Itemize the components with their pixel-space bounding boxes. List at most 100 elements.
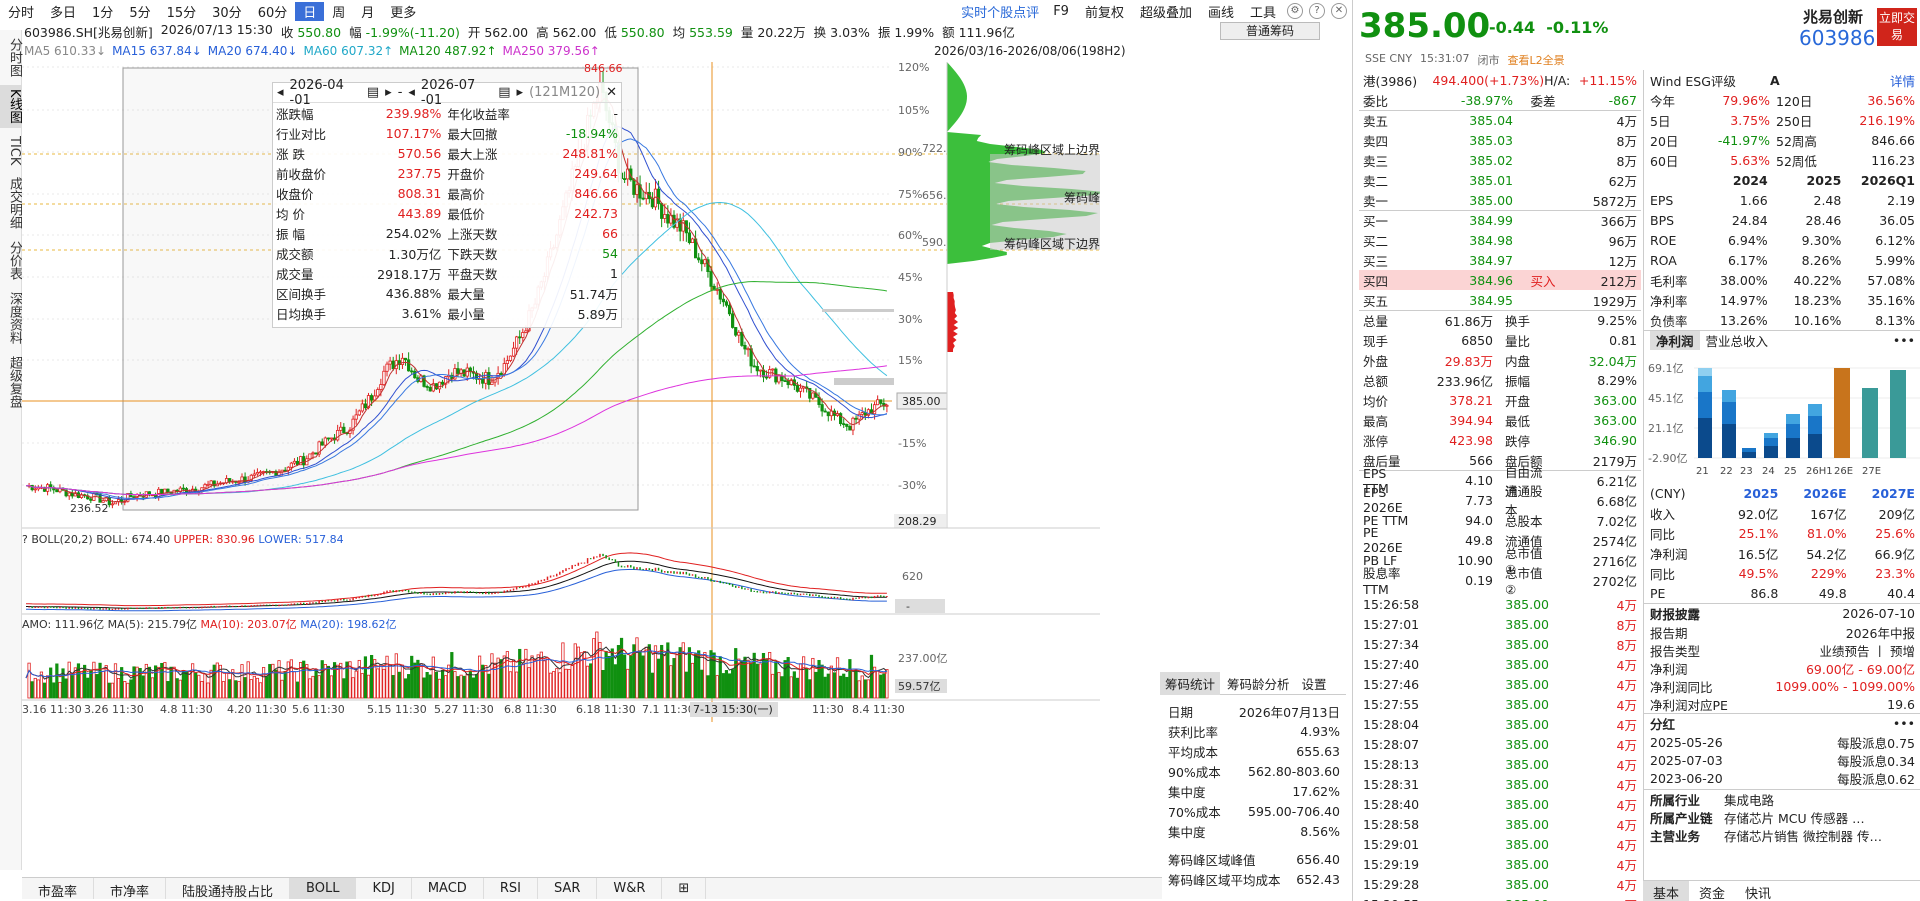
more-icon[interactable]: ••• (1892, 333, 1915, 348)
profit-bar (1808, 416, 1822, 434)
volume-bar (808, 679, 812, 699)
volume-bar (749, 662, 753, 699)
close-icon[interactable]: ✕ (606, 85, 617, 100)
period-tab[interactable]: 日 (295, 1, 325, 21)
close-icon[interactable]: ✕ (1331, 3, 1347, 19)
indicator-tab[interactable]: KDJ (356, 878, 412, 899)
period-tab[interactable]: 多日 (50, 5, 77, 21)
view-tab[interactable]: TICK (7, 135, 22, 165)
view-tab[interactable]: 成交明细 (7, 176, 22, 229)
ratio-header: 2024 2025 2026Q1 (1732, 172, 1916, 188)
candle (286, 466, 290, 471)
volume-bar (113, 663, 118, 699)
volume-bar (252, 675, 256, 699)
report-row: 报告期 2026年中报 (1650, 625, 1915, 641)
ratio-row: EPS 1.66 2.48 2.19 (1650, 192, 1916, 208)
period-tab[interactable]: 分时 (8, 5, 35, 21)
candle (623, 178, 627, 180)
more-icon[interactable]: ••• (1892, 716, 1915, 731)
orderbook-row[interactable]: 买三 384.97 12万 (1363, 252, 1637, 269)
candle (786, 380, 790, 386)
period-tab[interactable]: 月 (361, 5, 375, 21)
info-tab[interactable]: 资金 (1699, 887, 1726, 901)
help-icon[interactable]: ? (1309, 3, 1325, 19)
toolbar-menu-item[interactable]: F9 (1053, 3, 1069, 19)
candle (521, 332, 525, 338)
x-axis-label: 5.27 11:30 (434, 703, 494, 716)
volume-bar (820, 664, 824, 699)
candle (764, 376, 769, 379)
period-tab[interactable]: 更多 (390, 5, 417, 21)
amo-axis-current: 59.57亿 (898, 680, 941, 693)
ratio-row: 负债率 13.26% 10.16% 8.13% (1650, 312, 1916, 329)
orderbook-row[interactable]: 卖一 385.00 5872万 (1363, 192, 1637, 209)
indicator-tab[interactable]: SAR (538, 878, 598, 899)
gear-icon[interactable]: ⚙ (1287, 3, 1303, 19)
chip-type-tab[interactable]: 普通筹码 (1220, 22, 1320, 40)
indicator-tab[interactable]: 陆股通持股占比 (166, 878, 291, 900)
volume-bar (234, 680, 238, 699)
indicator-tab[interactable]: BOLL (290, 878, 357, 899)
orderbook-row[interactable]: 买五 384.95 1929万 (1363, 292, 1637, 309)
toolbar-menu-item[interactable]: 超级叠加 (1139, 5, 1192, 21)
esg-detail-link[interactable]: 详情 (1889, 73, 1915, 89)
orderbook-row[interactable]: 卖三 385.02 8万 (1363, 152, 1637, 169)
indicator-tab[interactable]: 市净率 (94, 878, 167, 900)
fin-chart-tab[interactable]: 营业总收入 (1705, 334, 1769, 349)
stock-review-link[interactable]: 实时个股点评 (961, 5, 1040, 21)
fin-chart-tab[interactable]: 净利润 (1650, 331, 1700, 350)
industry-row: 所属行业 集成电路 (1650, 792, 1775, 808)
period-tab[interactable]: 1分 (92, 5, 114, 21)
orderbook-row[interactable]: 卖二 385.01 62万 (1363, 172, 1637, 189)
volume-bar (459, 674, 463, 699)
stat-row: 股息率TTM 0.19 总市值② 2702亿 (1363, 566, 1637, 597)
add-indicator-icon[interactable]: ⊞ (662, 878, 707, 899)
volume-bar (249, 679, 253, 699)
indicator-tab[interactable]: 市盈率 (22, 878, 95, 900)
industry-row: 所属产业链 存储芯片 MCU 传感器 … (1650, 810, 1865, 826)
orderbook-row[interactable]: 卖五 385.04 4万 (1359, 110, 1641, 130)
info-tab[interactable]: 快讯 (1745, 887, 1772, 901)
indicator-tab[interactable]: W&R (597, 878, 663, 899)
period-tab[interactable]: 30分 (212, 5, 242, 21)
chip-stat-tab[interactable]: 筹码龄分析 (1227, 677, 1290, 692)
orderbook-row[interactable]: 卖四 385.03 8万 (1363, 132, 1637, 149)
chip-stat-tab[interactable]: 设置 (1301, 677, 1327, 692)
volume-bar (607, 655, 611, 699)
toolbar-menu-item[interactable]: 工具 (1249, 5, 1276, 21)
orderbook-row[interactable]: 买四 384.96 买入 212万 (1359, 270, 1641, 290)
toolbar-menu-item[interactable]: 前复权 (1084, 5, 1124, 21)
bar-info-line: 603986.SH[兆易创新] 2026/07/13 15:30 收 550.8… (24, 22, 1015, 40)
volume-bar (329, 675, 334, 699)
view-tab[interactable]: K线图 (0, 85, 22, 128)
svg-text:-: - (906, 600, 910, 613)
interval-stat-box[interactable]: ◂ 2026-04 -01 ▤ ▸ - ◂ 2026-07 -01 ▤ ▸ (121M120)… (272, 78, 622, 328)
perf-row: 今年 79.96% 120日 36.56% (1650, 92, 1915, 109)
hk-quote-row: 港(3986) 494.400(+1.73%) H/A: +11.15% (1363, 72, 1637, 89)
indicator-tab[interactable]: RSI (484, 878, 538, 899)
info-tab[interactable]: 基本 (1643, 881, 1690, 901)
volume-bar (835, 657, 840, 699)
volume-bar (851, 669, 855, 699)
amp-value: 1.99% (894, 25, 935, 40)
orderbook-row[interactable]: 买二 384.98 96万 (1363, 232, 1637, 249)
volume-bar (792, 671, 796, 699)
period-tab[interactable]: 15分 (166, 5, 197, 21)
toolbar-menu-item[interactable]: 画线 (1207, 5, 1234, 21)
orderbook-row[interactable]: 买一 384.99 366万 (1359, 210, 1641, 230)
candle (329, 437, 334, 440)
orderbook-row[interactable]: 委比 -38.97% 委差 -867 (1363, 92, 1637, 109)
candle (687, 232, 692, 244)
view-tab[interactable]: 超级复盘 (7, 355, 22, 408)
volume-bar (450, 652, 454, 699)
view-tab[interactable]: 深度资料 (7, 291, 22, 344)
chip-stat-tab[interactable]: 筹码统计 (1160, 672, 1221, 695)
view-tab[interactable]: 分时图 (7, 38, 22, 77)
view-tab[interactable]: 分价表 (7, 240, 22, 280)
indicator-tab[interactable]: MACD (412, 878, 484, 899)
prev-icon: ◂ (277, 85, 284, 100)
period-tab[interactable]: 60分 (257, 5, 288, 21)
period-tab[interactable]: 周 (332, 5, 346, 21)
period-tab[interactable]: 5分 (129, 5, 151, 21)
trade-button[interactable]: 立即交易 (1877, 8, 1917, 46)
